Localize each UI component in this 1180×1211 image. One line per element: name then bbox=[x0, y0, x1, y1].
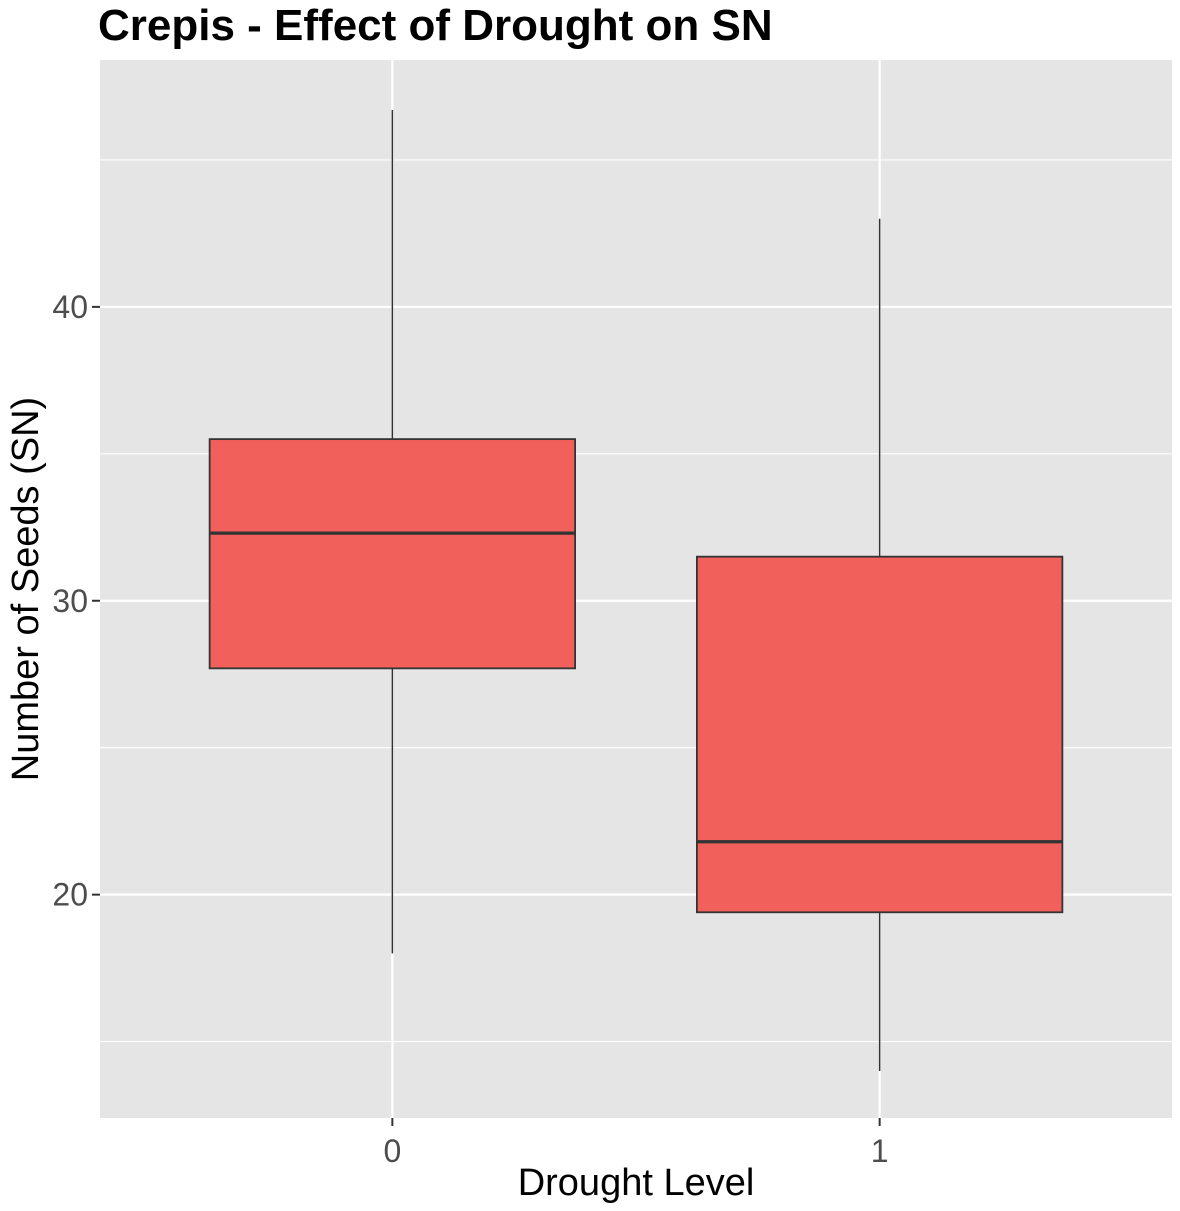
x-axis-label: Drought Level bbox=[518, 1162, 755, 1204]
y-axis-label: Number of Seeds (SN) bbox=[5, 397, 47, 781]
iqr-box bbox=[696, 555, 1064, 914]
y-tick-label: 40 bbox=[52, 289, 88, 325]
box-group-1 bbox=[696, 218, 1064, 1071]
chart-title: Crepis - Effect of Drought on SN bbox=[98, 1, 773, 50]
y-axis-ticks: 20 30 40 bbox=[52, 289, 100, 913]
y-tick-label: 30 bbox=[52, 583, 88, 619]
iqr-box bbox=[208, 438, 576, 670]
x-tick-label: 0 bbox=[383, 1133, 401, 1169]
box-series bbox=[208, 109, 1064, 1071]
y-tick-label: 20 bbox=[52, 877, 88, 913]
x-tick-label: 1 bbox=[871, 1133, 889, 1169]
box-group-0 bbox=[208, 109, 576, 954]
